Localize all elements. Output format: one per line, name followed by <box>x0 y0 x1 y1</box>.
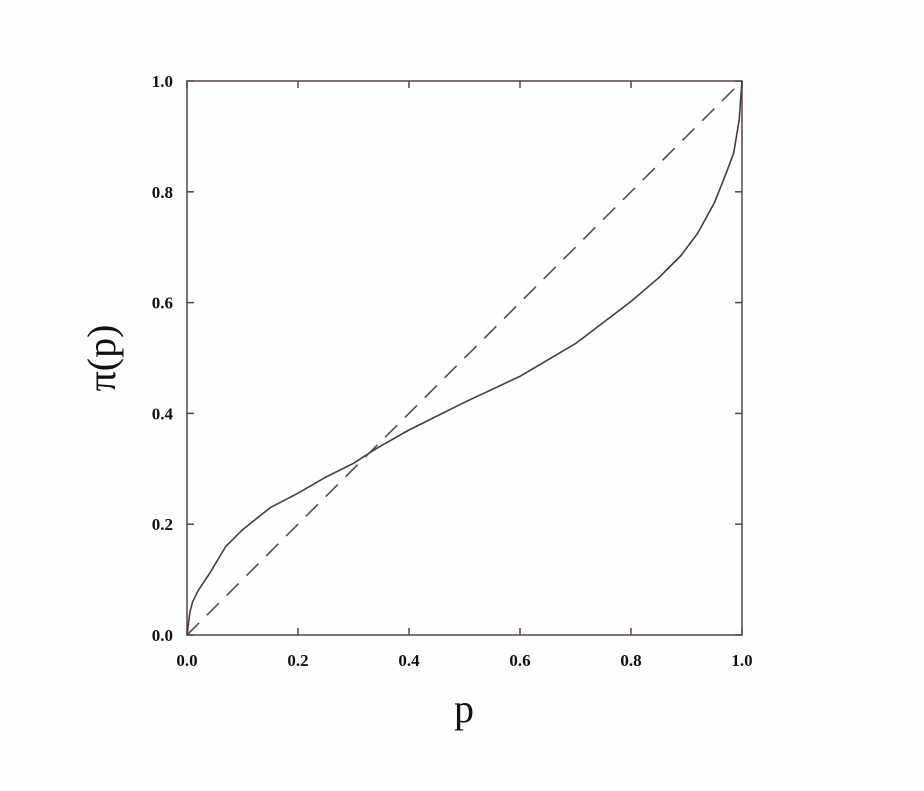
identity-dashed-line <box>186 80 743 636</box>
x-tick-label: 0.0 <box>176 651 197 670</box>
x-tick-label: 1.0 <box>731 651 752 670</box>
x-tick-label: 0.6 <box>509 651 530 670</box>
x-tick-label: 0.2 <box>287 651 308 670</box>
y-tick-label: 0.2 <box>152 515 173 534</box>
y-tick-label: 1.0 <box>152 72 173 91</box>
y-tick-label: 0.4 <box>152 404 174 423</box>
y-tick-label: 0.6 <box>152 294 173 313</box>
y-axis-label: π(p) <box>79 325 124 392</box>
x-axis-label: p <box>454 686 474 731</box>
y-tick-label: 0.0 <box>152 626 173 645</box>
x-tick-label: 0.4 <box>398 651 420 670</box>
y-tick-label: 0.8 <box>152 183 173 202</box>
plot-frame <box>186 80 743 636</box>
weighting-curve <box>186 80 743 636</box>
x-tick-label: 0.8 <box>620 651 641 670</box>
